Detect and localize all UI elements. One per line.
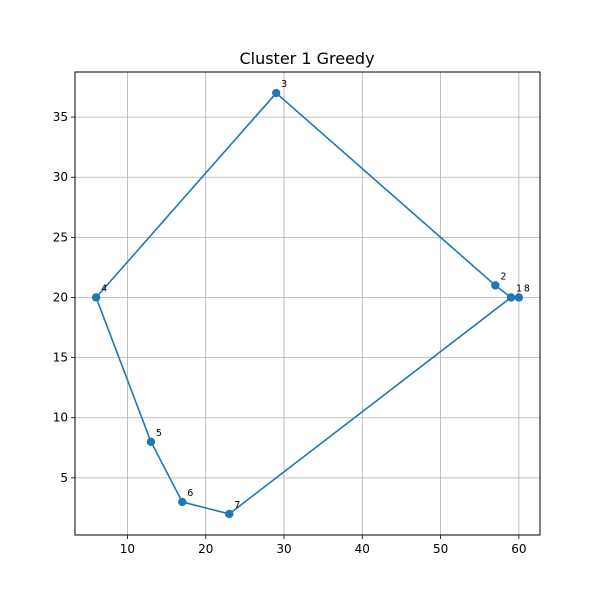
point-label: 5 — [156, 428, 162, 439]
data-point — [146, 437, 156, 446]
data-point — [91, 293, 101, 302]
point-label: 1 — [516, 283, 522, 294]
y-tick-label: 10 — [53, 411, 68, 425]
x-axis: 10 20 30 40 50 60 — [120, 535, 527, 556]
y-tick-label: 35 — [53, 110, 68, 124]
y-tick-label: 20 — [53, 290, 68, 304]
point-label: 7 — [234, 500, 240, 511]
x-tick-label: 60 — [511, 542, 526, 556]
y-axis: 5 10 15 20 25 30 35 — [53, 110, 75, 485]
chart-title: Cluster 1 Greedy — [239, 49, 374, 68]
x-tick-label: 20 — [198, 542, 213, 556]
data-point — [506, 293, 516, 302]
grid — [75, 72, 540, 535]
y-tick-label: 15 — [53, 351, 68, 365]
axes-frame — [74, 71, 541, 536]
point-label: 2 — [500, 271, 506, 282]
data-point — [178, 497, 187, 507]
x-tick-label: 40 — [355, 542, 370, 556]
data-point — [271, 88, 281, 98]
series-markers — [91, 88, 524, 519]
x-tick-label: 10 — [120, 542, 135, 556]
point-label: 4 — [101, 283, 107, 294]
x-tick-label: 30 — [276, 542, 291, 556]
data-point — [225, 509, 234, 519]
data-point — [514, 293, 524, 302]
point-label: 6 — [187, 488, 193, 499]
point-label: 8 — [524, 283, 530, 294]
point-labels: 12 3 4 5 6 7 8 — [101, 79, 530, 511]
point-label: 3 — [281, 79, 287, 90]
y-tick-label: 5 — [60, 471, 68, 485]
x-tick-label: 50 — [433, 542, 448, 556]
y-tick-label: 30 — [53, 170, 68, 184]
data-point — [491, 281, 500, 290]
y-tick-label: 25 — [53, 230, 68, 244]
